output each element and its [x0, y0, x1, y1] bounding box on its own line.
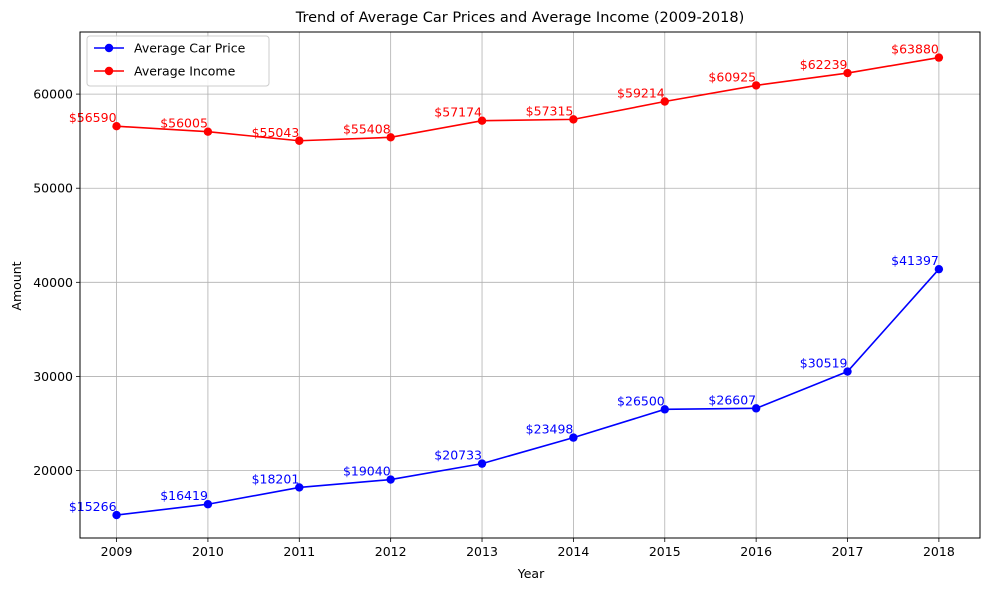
point-average-car-price-2014 — [569, 433, 578, 442]
data-label-average-car-price-2010: $16419 — [160, 488, 208, 503]
x-tick-label: 2009 — [101, 544, 133, 559]
point-average-income-2013 — [477, 116, 487, 125]
data-label-average-income-2010: $56005 — [160, 116, 208, 131]
y-tick-label: 20000 — [33, 463, 73, 478]
point-average-income-2015 — [660, 97, 669, 106]
legend-box — [86, 35, 270, 87]
point-average-income-2016 — [751, 81, 761, 90]
axis-ticks: 2009 2010 2011 2012 2013 2014 2015 2016 2017 2018… — [33, 87, 955, 559]
y-axis-label: Amount — [9, 261, 24, 310]
x-tick-label: 2018 — [923, 544, 955, 559]
data-label-average-car-price-2009: $15266 — [69, 499, 117, 514]
series-line-average-income — [116, 56, 940, 142]
legend-label-average-income: Average Income — [134, 64, 236, 79]
data-label-average-car-price-2017: $30519 — [800, 356, 848, 371]
data-label-average-car-price-2014: $23498 — [526, 422, 574, 437]
data-label-average-income-2018: $63880 — [891, 42, 939, 57]
plot-area-frame — [79, 31, 981, 539]
legend: Average Car Price Average Income — [86, 35, 270, 87]
legend-entry-average-car-price: Average Car Price — [94, 41, 246, 56]
data-label-average-income-2014: $57315 — [526, 103, 574, 118]
data-label-average-car-price-2011: $18201 — [252, 471, 300, 486]
point-average-car-price-2009 — [112, 510, 121, 520]
data-label-average-income-2017: $62239 — [800, 57, 848, 72]
x-tick-label: 2013 — [466, 544, 498, 559]
point-average-car-price-2011 — [295, 483, 304, 492]
data-label-average-income-2013: $57174 — [434, 105, 482, 120]
series-layer — [112, 53, 944, 520]
data-label-average-car-price-2018: $41397 — [891, 253, 939, 268]
x-tick-label: 2010 — [192, 544, 224, 559]
data-label-average-income-2016: $60925 — [708, 69, 756, 84]
x-tick-label: 2017 — [832, 544, 864, 559]
legend-marker-average-income — [104, 66, 114, 76]
data-label-average-income-2009: $56590 — [69, 110, 117, 125]
data-label-average-car-price-2012: $19040 — [343, 464, 391, 479]
point-average-car-price-2018 — [934, 264, 944, 274]
data-labels: $15266 $16419 $18201 $19040 $20733 $23498 $265… — [69, 42, 939, 514]
data-label-average-income-2011: $55043 — [252, 125, 300, 140]
point-average-income-2012 — [386, 133, 395, 142]
legend-label-average-car-price: Average Car Price — [134, 41, 246, 56]
point-average-income-2018 — [934, 53, 944, 62]
point-average-income-2011 — [295, 136, 304, 145]
y-tick-label: 30000 — [33, 369, 73, 384]
data-label-average-income-2012: $55408 — [343, 121, 391, 136]
point-average-car-price-2013 — [477, 459, 487, 468]
point-average-car-price-2010 — [203, 500, 213, 509]
y-tick-label: 60000 — [33, 87, 73, 102]
data-label-average-car-price-2013: $20733 — [434, 448, 482, 463]
point-average-income-2014 — [569, 115, 578, 124]
series-line-average-car-price — [116, 268, 940, 516]
x-axis-label: Year — [517, 566, 545, 581]
x-tick-label: 2012 — [375, 544, 407, 559]
data-label-average-car-price-2016: $26607 — [708, 392, 756, 407]
point-average-car-price-2016 — [751, 404, 761, 413]
point-average-income-2009 — [112, 121, 121, 131]
point-average-car-price-2017 — [843, 367, 852, 376]
point-average-income-2017 — [843, 68, 852, 78]
legend-entry-average-income: Average Income — [94, 64, 236, 79]
y-tick-label: 50000 — [33, 181, 73, 196]
x-tick-label: 2014 — [557, 544, 589, 559]
point-average-income-2010 — [203, 127, 213, 136]
data-label-average-car-price-2015: $26500 — [617, 393, 665, 408]
point-average-car-price-2012 — [386, 475, 395, 484]
legend-marker-average-car-price — [104, 43, 114, 53]
x-tick-label: 2011 — [283, 544, 315, 559]
x-tick-label: 2016 — [740, 544, 772, 559]
point-average-car-price-2015 — [660, 405, 669, 414]
chart-title: Trend of Average Car Prices and Average … — [295, 10, 745, 26]
x-tick-label: 2015 — [649, 544, 681, 559]
y-tick-label: 40000 — [33, 275, 73, 290]
data-label-average-income-2015: $59214 — [617, 86, 665, 101]
